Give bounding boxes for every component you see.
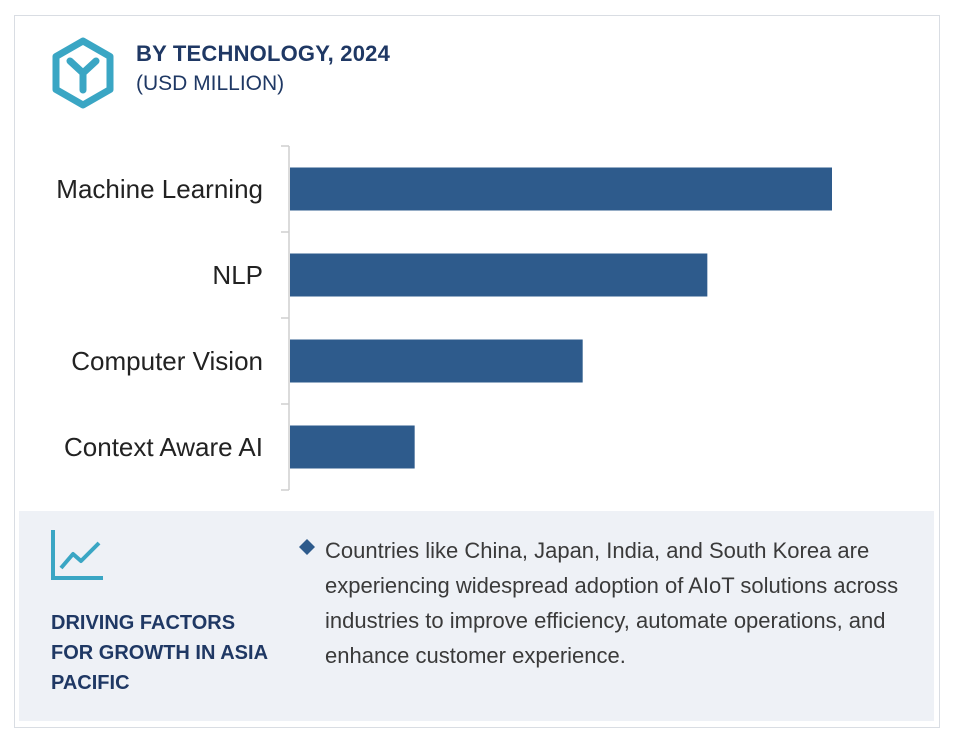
bar-chart: Machine Learning NLP Computer Vision Contex… — [56, 145, 832, 491]
bar-nlp — [290, 253, 708, 297]
chart-subtitle: (USD MILLION) — [136, 72, 285, 95]
bar-context-aware-ai — [290, 425, 415, 469]
bar-computer-vision — [290, 339, 583, 383]
category-label: Context Aware AI — [64, 432, 263, 462]
category-label: Machine Learning — [56, 174, 263, 204]
category-label: NLP — [212, 260, 263, 290]
category-label: Computer Vision — [71, 346, 263, 376]
chart-title: BY TECHNOLOGY, 2024 — [136, 41, 391, 66]
chart-header: BY TECHNOLOGY, 2024 (USD MILLION) — [136, 41, 390, 97]
y-hexagon-icon — [52, 37, 114, 109]
bar-machine-learning — [290, 167, 832, 211]
